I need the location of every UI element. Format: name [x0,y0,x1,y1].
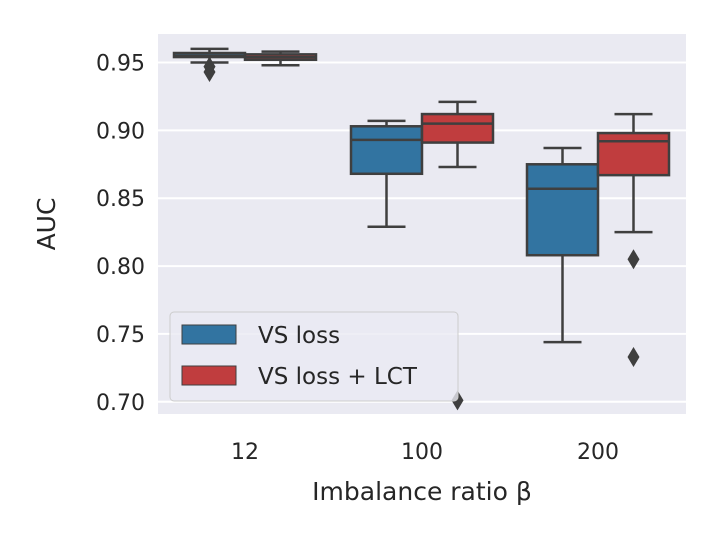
y-tick-label: 0.70 [96,391,145,416]
x-tick-label: 100 [401,440,443,465]
legend-label-vs-loss: VS loss [258,323,340,349]
x-tick-label: 200 [577,440,619,465]
y-axis-label: AUC [32,198,61,251]
legend-frame [169,311,459,402]
y-tick-label: 0.90 [96,119,145,144]
y-tick-label: 0.75 [96,323,145,348]
legend-swatch-vs-loss [181,324,237,345]
outlier-marker [627,347,640,367]
legend-label-vs-loss-lct: VS loss + LCT [258,364,418,390]
y-tick-label: 0.85 [96,187,145,212]
box [349,125,424,176]
legend: VS loss VS loss + LCT [169,311,459,402]
box [525,163,600,257]
box [596,131,671,177]
legend-swatch-vs-loss-lct [181,365,237,386]
y-tick-label: 0.80 [96,255,145,280]
x-tick-label: 12 [231,440,259,465]
x-axis-label: Imbalance ratio β [312,477,532,506]
y-tick-label: 0.95 [96,52,145,77]
outlier-marker [203,62,216,82]
box [420,112,495,144]
outlier-marker [627,249,640,270]
